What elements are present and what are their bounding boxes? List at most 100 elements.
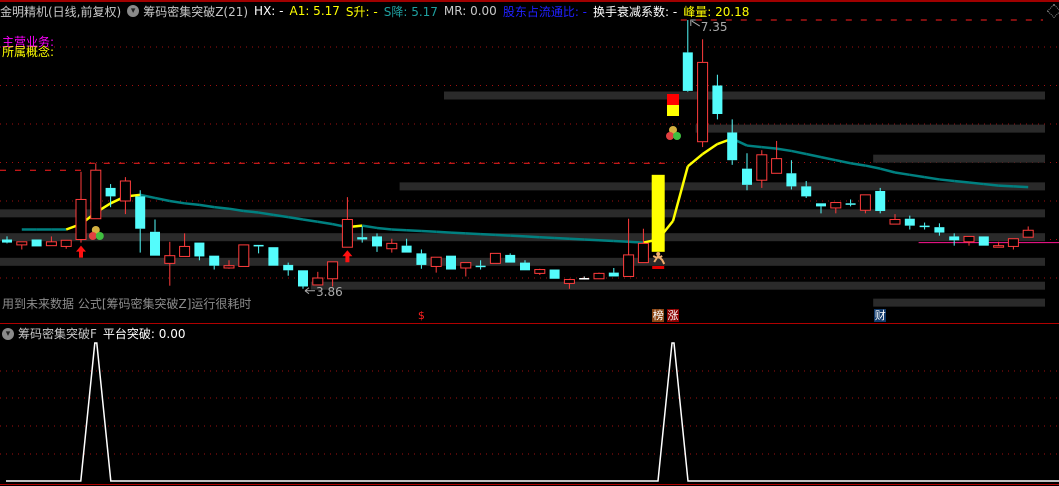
- ma-line-segment: [584, 238, 600, 242]
- ma-line-segment: [154, 196, 171, 203]
- candle-down: [579, 278, 590, 280]
- candle-down: [372, 236, 382, 247]
- s-down-value: S降: 5.17: [383, 4, 438, 19]
- candle-up: [60, 239, 72, 247]
- chip-band: [399, 182, 1046, 191]
- mr-value: MR: 0.00: [443, 4, 497, 18]
- candle-up: [312, 277, 324, 286]
- candle-up: [119, 180, 131, 202]
- candle-up: [341, 218, 353, 248]
- signal-block-red: [667, 94, 679, 105]
- candle-up: [16, 241, 28, 246]
- ball-icon: [666, 132, 674, 140]
- top-border: [0, 0, 1059, 2]
- ma-line-segment: [850, 162, 866, 167]
- ma-line-segment: [671, 166, 690, 222]
- candle-down: [150, 231, 160, 256]
- ma-line-segment: [495, 233, 511, 237]
- ma-line-segment: [924, 175, 940, 181]
- candle-up: [697, 61, 709, 143]
- ma-line-segment: [169, 199, 185, 205]
- ma-line-segment: [302, 218, 318, 224]
- chip-band: [0, 257, 1045, 266]
- ma-line-segment: [998, 184, 1014, 188]
- ma-line-segment: [613, 239, 629, 244]
- candle-down: [298, 270, 308, 287]
- chevron-down-icon[interactable]: ▾: [2, 327, 14, 340]
- chip-band: [444, 91, 1045, 100]
- candle-down: [549, 269, 560, 279]
- ma-line-segment: [376, 226, 392, 231]
- candle-up: [593, 272, 605, 280]
- panel-separator: [0, 323, 1059, 324]
- candle-up: [771, 158, 783, 174]
- candle-down: [105, 187, 116, 197]
- ma-line-segment: [968, 181, 984, 186]
- candle-down: [742, 168, 752, 185]
- candle-down: [845, 203, 856, 205]
- candle-down: [209, 255, 220, 266]
- candle-up: [430, 256, 442, 267]
- a1-value: A1: 5.17: [289, 4, 340, 18]
- candle-down: [253, 244, 264, 247]
- candle-down: [505, 254, 516, 263]
- candle-down: [682, 52, 693, 91]
- candle-up: [623, 254, 635, 277]
- ma-line-segment: [746, 144, 762, 149]
- buy-arrow-icon: [76, 245, 86, 258]
- event-marker[interactable]: 涨: [667, 309, 679, 322]
- ma-line-segment: [701, 142, 719, 156]
- stock-title: 金明精机(日线,前复权): [0, 4, 122, 19]
- ma-line-segment: [598, 239, 614, 243]
- high-marker-arrow: [690, 19, 701, 27]
- candle-up: [993, 245, 1005, 248]
- high-price-label: 7.35: [701, 20, 728, 34]
- ma-line-segment: [761, 145, 777, 150]
- main-header: 金明精机(日线,前复权) ▾ 筹码密集突破Z(21) HX: - A1: 5.1…: [0, 3, 755, 19]
- ma-line-segment: [939, 178, 955, 183]
- ball-icon: [88, 232, 97, 240]
- low-price-label: 3.86: [316, 285, 343, 299]
- candle-down: [727, 132, 738, 161]
- candle-up: [164, 255, 176, 264]
- ma-line-segment: [228, 207, 244, 213]
- candle-up: [75, 198, 87, 241]
- ma-line-segment: [865, 164, 881, 170]
- candle-down: [520, 262, 530, 271]
- candle-down: [268, 247, 279, 266]
- indicator-name[interactable]: 筹码密集突破Z(21): [143, 4, 249, 19]
- event-marker[interactable]: 榜: [652, 309, 665, 322]
- ma-line-segment: [288, 215, 304, 221]
- candle-up: [386, 242, 398, 250]
- candle-down: [978, 236, 989, 246]
- chevron-down-icon[interactable]: ▾: [127, 5, 140, 17]
- candle-down: [875, 190, 886, 212]
- candle-down: [712, 85, 723, 114]
- ma-line-segment: [894, 171, 910, 177]
- candle-up: [534, 269, 546, 274]
- sub-panel-header: ▾ 筹码密集突破F 平台突破: 0.00: [2, 325, 191, 342]
- candle-down: [283, 264, 294, 271]
- event-marker[interactable]: 财: [874, 309, 887, 322]
- ma-line-segment: [199, 203, 215, 209]
- ma-line-segment: [421, 229, 437, 234]
- candle-up: [859, 194, 871, 211]
- sub-indicator-name[interactable]: 筹码密集突破F: [18, 327, 97, 341]
- ma-line-segment: [835, 158, 851, 165]
- candle-down: [401, 245, 412, 253]
- ball-icon: [669, 126, 677, 134]
- holder-ratio-value: 股东占流通比: -: [502, 4, 588, 19]
- ma-line-segment: [524, 235, 540, 239]
- candle-up: [889, 218, 901, 225]
- chip-band: [0, 209, 1045, 218]
- ball-icon: [91, 226, 100, 234]
- event-marker[interactable]: $: [415, 309, 428, 322]
- candle-down: [801, 186, 812, 197]
- ma-line-segment: [436, 230, 452, 234]
- ma-line-segment: [1013, 185, 1029, 189]
- ma-line-segment: [480, 232, 496, 237]
- chip-band: [873, 298, 1045, 307]
- candle-up: [563, 279, 575, 284]
- platform-breakout-line: [6, 342, 1059, 482]
